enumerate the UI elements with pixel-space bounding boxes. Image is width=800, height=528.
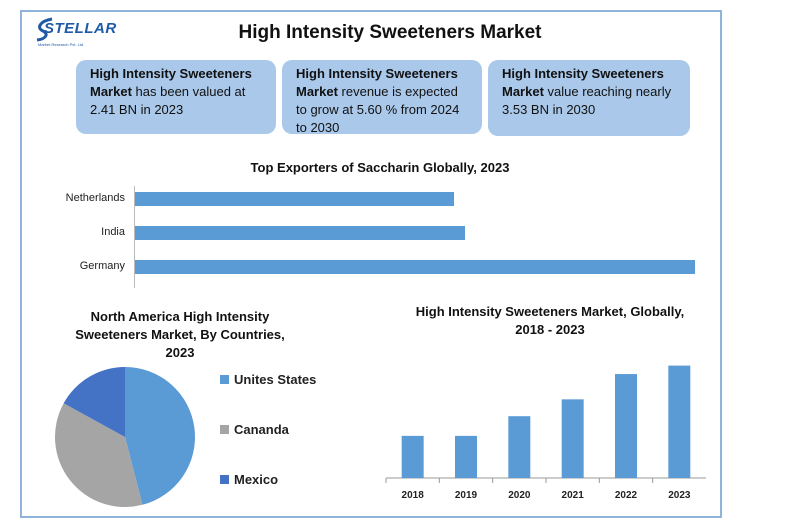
exporter-label-india: India <box>101 226 125 238</box>
global-market-bar-chart: 2018 2019 2020 2021 2022 2023 <box>385 365 706 501</box>
info-box-1: High Intensity Sweeteners Market has bee… <box>76 60 276 134</box>
north-america-pie-chart <box>54 367 196 507</box>
pie-slice-mexico <box>63 367 125 437</box>
exporter-bar-india <box>135 226 466 240</box>
global-bar-2020 <box>508 416 531 478</box>
logo-swoosh-icon <box>36 17 53 42</box>
legend-label: Mexico <box>234 472 279 487</box>
info-box-3-text: value reaching nearly 3.53 BN in 2030 <box>502 84 672 117</box>
exporter-label-germany: Germany <box>79 260 125 272</box>
exporters-chart-title: Top Exporters of Saccharin Globally, 202… <box>250 160 510 175</box>
global-bar-2021 <box>561 399 584 478</box>
info-box-3: High Intensity Sweeteners Market value r… <box>488 60 690 136</box>
global-bar-2018 <box>401 435 424 478</box>
exporter-bar-netherlands <box>135 192 455 206</box>
exporter-axis-line <box>134 186 135 288</box>
info-box-3-bold: High Intensity Sweeteners Market <box>502 66 664 99</box>
legend-item-mexico: Mexico <box>220 472 278 487</box>
pie-chart-title: North America High Intensity Sweeteners … <box>75 309 285 360</box>
legend-swatch <box>220 425 229 434</box>
global-bar-2019 <box>455 435 477 478</box>
legend-label: Unites States <box>234 372 317 387</box>
global-tick-label-2022: 2022 <box>615 490 638 501</box>
logo-subtitle: Market Research Pvt. Ltd. <box>38 42 85 47</box>
global-chart-title: High Intensity Sweeteners Market, Global… <box>415 304 685 337</box>
global-bar-2022 <box>615 374 637 478</box>
stellar-logo: STELLAR Market Research Pvt. Ltd. <box>34 14 117 52</box>
exporter-label-netherlands: Netherlands <box>65 192 125 204</box>
exporter-bar-germany <box>135 260 695 274</box>
global-tick-label-2019: 2019 <box>455 490 478 501</box>
page-title: High Intensity Sweeteners Market <box>238 22 542 43</box>
legend-swatch <box>220 475 229 484</box>
global-tick-label-2018: 2018 <box>402 490 425 501</box>
legend-label: Cananda <box>234 422 289 437</box>
global-bar-2023 <box>668 365 691 478</box>
info-box-2-text: revenue is expected to grow at 5.60 % fr… <box>296 84 460 135</box>
legend-item-unites-states: Unites States <box>220 372 316 387</box>
global-tick-label-2021: 2021 <box>562 490 585 501</box>
global-tick-label-2020: 2020 <box>508 490 531 501</box>
info-box-2-bold: High Intensity Sweeteners Market <box>296 66 458 99</box>
global-tick-label-2023: 2023 <box>668 490 691 501</box>
logo-text: STELLAR <box>44 20 117 37</box>
info-box-1-bold: High Intensity Sweeteners Market <box>90 66 252 99</box>
legend-item-cananda: Cananda <box>220 422 289 437</box>
info-box-2: High Intensity Sweeteners Market revenue… <box>282 60 482 135</box>
legend-swatch <box>220 375 229 384</box>
pie-slice-cananda <box>54 403 143 507</box>
pie-slice-unites-states <box>125 367 196 505</box>
info-box-1-text: has been valued at 2.41 BN in 2023 <box>90 84 246 117</box>
